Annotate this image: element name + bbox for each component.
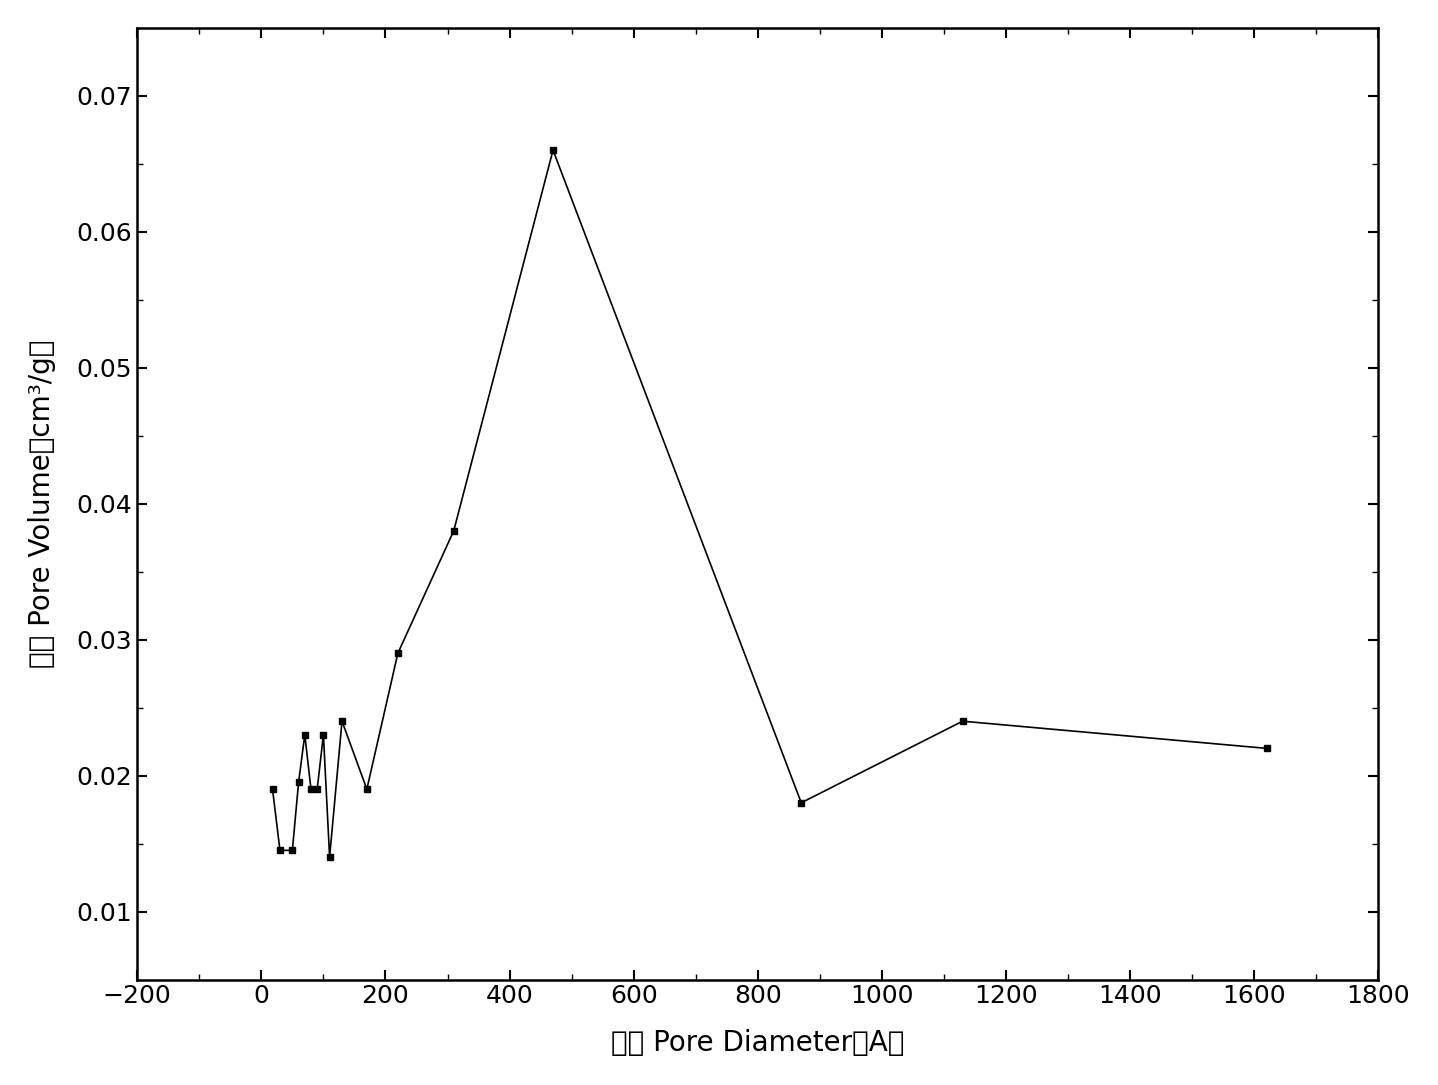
Y-axis label: 孔容 Pore Volume（cm³/g）: 孔容 Pore Volume（cm³/g） [27, 340, 56, 668]
X-axis label: 孔径 Pore Diameter（A）: 孔径 Pore Diameter（A） [611, 1030, 905, 1057]
